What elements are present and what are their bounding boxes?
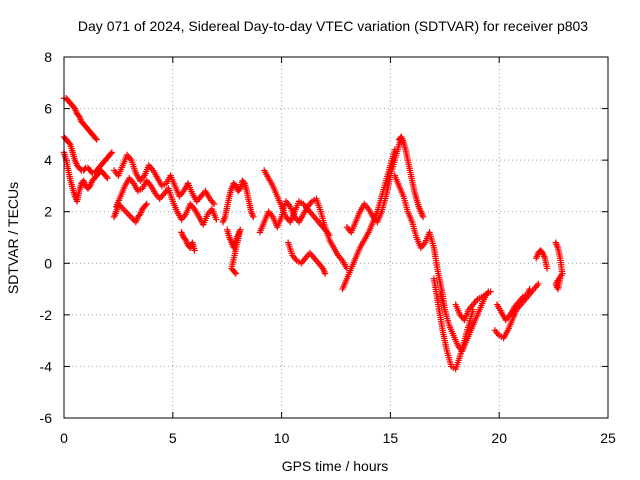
y-tick-label: 2 (44, 204, 52, 220)
data-point-marker (487, 288, 494, 295)
data-point-marker (235, 186, 243, 193)
y-axis-label: SDTVAR / TECUs (5, 182, 21, 294)
data-point-marker (419, 213, 427, 221)
data-point-marker (321, 270, 329, 277)
data-point-marker (104, 174, 111, 182)
data-point-marker (526, 285, 533, 293)
x-tick-label: 0 (60, 430, 68, 446)
x-tick-label: 20 (491, 430, 507, 446)
data-markers (60, 95, 566, 373)
x-axis-label: GPS time / hours (282, 458, 389, 474)
data-point-marker (93, 136, 100, 143)
data-point-marker (107, 150, 114, 157)
y-tick-label: -4 (40, 358, 53, 374)
y-tick-label: 8 (44, 49, 52, 65)
data-point-marker (213, 216, 220, 223)
data-point-marker (66, 140, 73, 147)
y-tick-label: 0 (44, 255, 52, 271)
data-point-marker (143, 200, 150, 208)
data-point-marker (240, 178, 247, 186)
data-point-marker (210, 200, 218, 208)
data-point-marker (92, 135, 99, 142)
data-point-marker (103, 173, 110, 181)
data-point-marker (142, 202, 149, 209)
x-tick-label: 15 (383, 430, 399, 446)
data-point-marker (231, 269, 239, 276)
data-point-marker (232, 270, 240, 277)
data-point-marker (250, 213, 257, 221)
x-tick-label: 5 (169, 430, 177, 446)
chart-title: Day 071 of 2024, Sidereal Day-to-day VTE… (78, 18, 588, 34)
data-point-marker (108, 149, 116, 156)
data-point-marker (543, 265, 551, 272)
axis-ticks: 0 5 10 15 20 25 -6 -4 -2 0 2 4 6 8 (40, 49, 616, 446)
y-tick-label: -2 (40, 307, 53, 323)
y-tick-label: 4 (44, 152, 52, 168)
x-tick-label: 10 (274, 430, 290, 446)
grid (64, 57, 608, 418)
y-tick-label: -6 (40, 410, 53, 426)
data-point-marker (556, 275, 564, 282)
data-point-marker (535, 280, 542, 288)
data-point-marker (191, 247, 198, 254)
plot-frame (63, 56, 609, 419)
x-tick-label: 25 (600, 430, 616, 446)
y-tick-label: 6 (44, 101, 52, 117)
